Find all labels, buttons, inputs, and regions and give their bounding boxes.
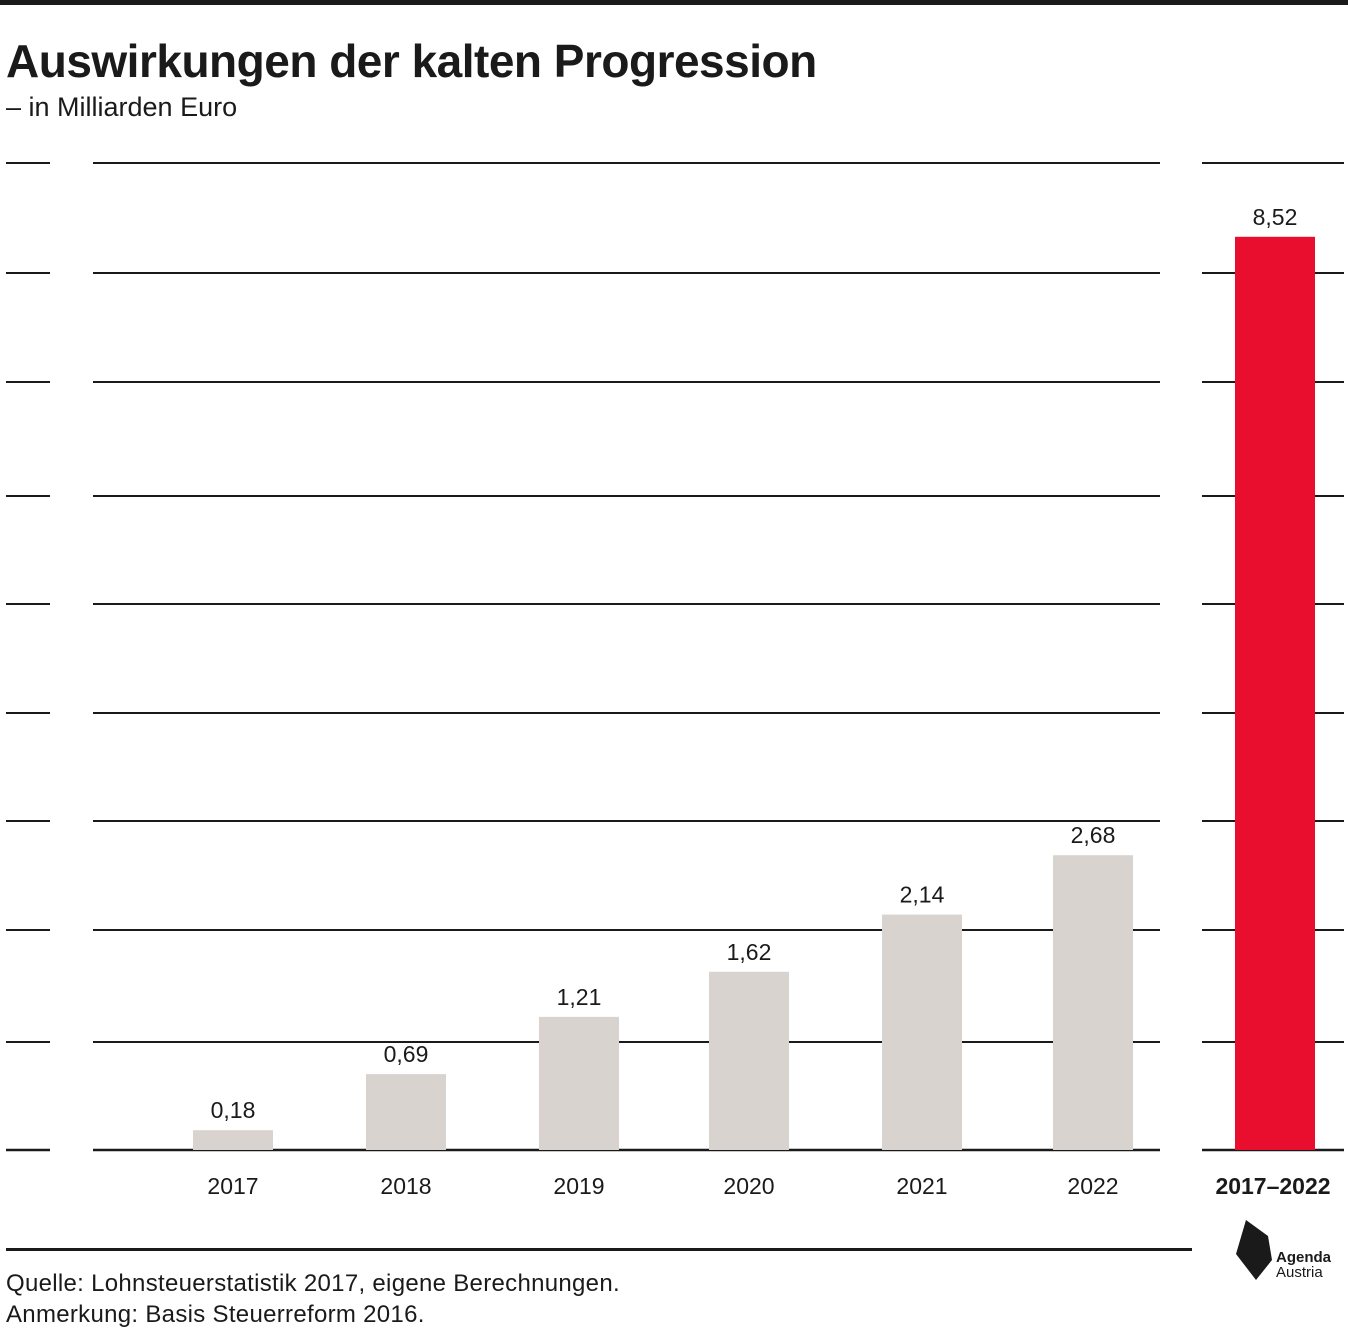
data-label-2022: 2,68 [1071, 822, 1116, 848]
data-label-2018: 0,69 [384, 1041, 429, 1067]
bar-2022 [1053, 855, 1133, 1150]
data-label-2017: 0,18 [211, 1097, 256, 1123]
source-notes: Quelle: Lohnsteuerstatistik 2017, eigene… [6, 1268, 620, 1330]
x-tick-label-2017: 2017 [207, 1173, 258, 1199]
x-tick-label-2018: 2018 [380, 1173, 431, 1199]
bar-2020 [709, 971, 789, 1150]
x-tick-label-2020: 2020 [723, 1173, 774, 1199]
bar-2021 [882, 914, 962, 1150]
bar-chart: 0,18 2017 0,69 2018 1,21 2019 1,62 2020 2,14 2021… [6, 162, 1344, 1199]
chart-title: Auswirkungen der kalten Progression [6, 35, 817, 87]
chart-subtitle: – in Milliarden Euro [6, 92, 238, 122]
logo-text: Agenda Austria [1276, 1250, 1331, 1280]
data-label-2021: 2,14 [900, 882, 945, 908]
data-label-total: 8,52 [1253, 204, 1298, 230]
bar-total [1235, 236, 1315, 1151]
note-text: Anmerkung: Basis Steuerreform 2016. [6, 1301, 425, 1328]
top-rule [0, 0, 1348, 5]
data-label-2020: 1,62 [727, 939, 772, 965]
x-tick-label-total: 2017–2022 [1215, 1173, 1330, 1199]
bar-2018 [366, 1074, 446, 1150]
x-tick-label-2021: 2021 [896, 1173, 947, 1199]
bar-2019 [539, 1016, 619, 1150]
footer-rule [6, 1248, 1192, 1251]
logo-line-1: Agenda [1276, 1249, 1332, 1266]
logo-line-2: Austria [1276, 1264, 1323, 1281]
x-tick-label-2022: 2022 [1067, 1173, 1118, 1199]
source-text: Quelle: Lohnsteuerstatistik 2017, eigene… [6, 1270, 620, 1297]
x-tick-label-2019: 2019 [553, 1173, 604, 1199]
data-label-2019: 1,21 [557, 984, 602, 1010]
bar-2017 [193, 1130, 273, 1150]
agenda-austria-logo-icon [1236, 1220, 1272, 1280]
